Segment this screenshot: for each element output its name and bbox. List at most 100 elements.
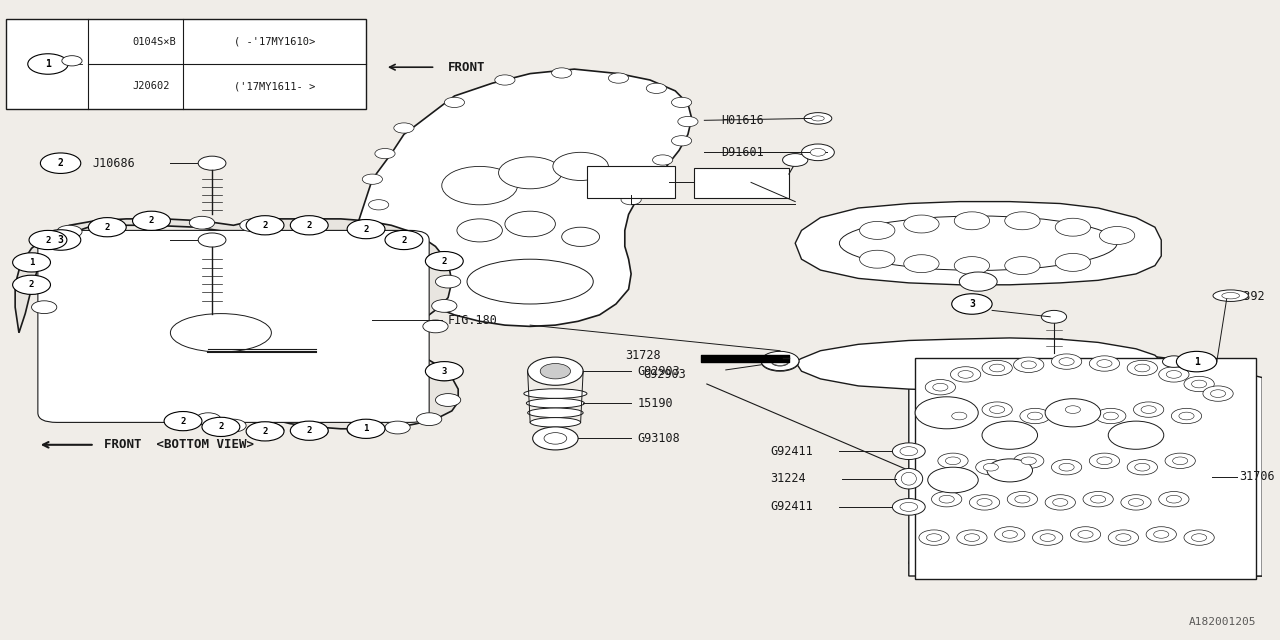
- Text: J10686: J10686: [92, 157, 134, 170]
- Circle shape: [1055, 253, 1091, 271]
- Circle shape: [435, 275, 461, 288]
- Circle shape: [369, 200, 389, 210]
- Circle shape: [540, 364, 571, 379]
- Text: 1: 1: [45, 59, 51, 69]
- Circle shape: [964, 534, 979, 541]
- Ellipse shape: [812, 116, 824, 121]
- Ellipse shape: [895, 468, 923, 489]
- Text: 3: 3: [442, 367, 447, 376]
- Circle shape: [532, 427, 579, 450]
- Circle shape: [955, 257, 989, 275]
- Circle shape: [1052, 499, 1068, 506]
- Text: D91601: D91601: [721, 146, 764, 159]
- Circle shape: [431, 300, 457, 312]
- Circle shape: [982, 402, 1012, 417]
- Circle shape: [1028, 412, 1043, 420]
- Text: 2: 2: [45, 236, 51, 244]
- Circle shape: [957, 371, 973, 378]
- Circle shape: [1203, 386, 1233, 401]
- Circle shape: [362, 174, 383, 184]
- Circle shape: [1042, 310, 1066, 323]
- Circle shape: [61, 56, 82, 66]
- Circle shape: [919, 530, 950, 545]
- Circle shape: [952, 294, 992, 314]
- Polygon shape: [340, 69, 691, 326]
- Circle shape: [23, 256, 47, 269]
- Circle shape: [29, 230, 67, 250]
- Text: A50686: A50686: [721, 177, 764, 189]
- Circle shape: [41, 153, 81, 173]
- FancyBboxPatch shape: [915, 358, 1256, 579]
- Circle shape: [762, 352, 799, 371]
- Circle shape: [495, 75, 515, 85]
- Circle shape: [1171, 408, 1202, 424]
- FancyBboxPatch shape: [694, 168, 788, 198]
- Circle shape: [1166, 495, 1181, 503]
- Circle shape: [1135, 463, 1149, 471]
- Circle shape: [977, 499, 992, 506]
- Circle shape: [1007, 492, 1038, 507]
- Circle shape: [1014, 453, 1044, 468]
- Text: 2: 2: [218, 422, 224, 431]
- Circle shape: [900, 447, 918, 456]
- Ellipse shape: [840, 216, 1117, 271]
- Ellipse shape: [1213, 290, 1248, 301]
- Text: 2: 2: [364, 225, 369, 234]
- Circle shape: [1020, 408, 1050, 424]
- Circle shape: [442, 166, 517, 205]
- Circle shape: [1192, 380, 1207, 388]
- Circle shape: [938, 453, 968, 468]
- Circle shape: [95, 221, 120, 234]
- Text: 2: 2: [306, 426, 312, 435]
- Circle shape: [1021, 457, 1037, 465]
- Circle shape: [672, 97, 691, 108]
- Text: 2: 2: [148, 216, 154, 225]
- Circle shape: [1005, 212, 1041, 230]
- Circle shape: [772, 356, 788, 365]
- Circle shape: [425, 362, 463, 381]
- Text: 2: 2: [262, 427, 268, 436]
- Circle shape: [653, 155, 673, 165]
- Circle shape: [959, 272, 997, 291]
- Circle shape: [1057, 402, 1088, 417]
- Circle shape: [422, 320, 448, 333]
- Circle shape: [927, 534, 942, 541]
- Circle shape: [133, 211, 170, 230]
- Circle shape: [297, 221, 321, 234]
- Circle shape: [1116, 534, 1132, 541]
- Text: FIG.180: FIG.180: [448, 314, 498, 326]
- Circle shape: [987, 459, 1033, 482]
- Polygon shape: [909, 378, 1262, 576]
- Circle shape: [56, 225, 82, 238]
- Circle shape: [983, 463, 998, 471]
- Circle shape: [32, 301, 56, 314]
- Circle shape: [1108, 421, 1164, 449]
- Circle shape: [1021, 361, 1037, 369]
- Circle shape: [892, 499, 925, 515]
- Circle shape: [904, 215, 940, 233]
- Circle shape: [956, 530, 987, 545]
- Circle shape: [1184, 376, 1215, 392]
- Circle shape: [989, 364, 1005, 372]
- Circle shape: [772, 357, 788, 366]
- Circle shape: [347, 220, 385, 239]
- Ellipse shape: [527, 408, 584, 418]
- Ellipse shape: [526, 398, 585, 408]
- Text: 3: 3: [58, 235, 64, 245]
- Circle shape: [1162, 356, 1185, 367]
- Text: H01616: H01616: [721, 114, 764, 127]
- Circle shape: [634, 174, 654, 184]
- Circle shape: [239, 219, 265, 232]
- Circle shape: [1184, 530, 1215, 545]
- Circle shape: [608, 73, 628, 83]
- Circle shape: [621, 195, 641, 205]
- Circle shape: [1176, 351, 1217, 372]
- Circle shape: [989, 406, 1005, 413]
- Circle shape: [904, 255, 940, 273]
- Circle shape: [385, 230, 422, 250]
- Circle shape: [801, 144, 835, 161]
- Circle shape: [189, 216, 215, 229]
- Text: 2: 2: [306, 221, 312, 230]
- Circle shape: [1051, 354, 1082, 369]
- Circle shape: [1091, 495, 1106, 503]
